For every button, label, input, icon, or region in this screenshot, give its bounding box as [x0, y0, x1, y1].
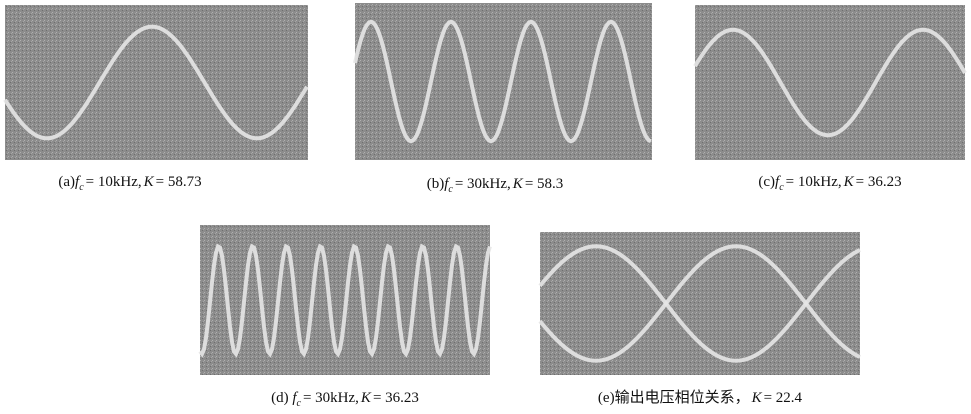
photo-background	[540, 232, 860, 375]
oscilloscope-photo	[540, 232, 860, 375]
caption-frequency: = 30kHz,	[455, 176, 511, 192]
caption-value: = 36.23	[856, 174, 902, 190]
caption-label: (c)	[758, 174, 775, 190]
caption-variable: K	[751, 390, 763, 406]
caption-frequency: = 30kHz,	[303, 390, 359, 406]
caption-label: (d)	[271, 390, 292, 406]
figure: (a)fc= 10kHz,K= 58.73 (b)fc= 30kHz,K= 58.…	[0, 0, 971, 414]
caption-subscript: c	[448, 184, 453, 195]
oscilloscope-photo	[695, 5, 965, 160]
caption-variable: K	[143, 174, 155, 190]
caption-label: (e)输出电压相位关系，	[598, 389, 750, 406]
caption-subscript: c	[779, 182, 784, 193]
caption-variable: K	[360, 390, 372, 406]
caption: (a)fc= 10kHz,K= 58.73	[58, 174, 201, 193]
caption-subscript: c	[297, 398, 302, 409]
caption: (c)fc= 10kHz,K= 36.23	[758, 174, 901, 193]
caption: (b)fc= 30kHz,K= 58.3	[427, 176, 564, 195]
caption-variable: K	[512, 176, 524, 192]
caption-variable: K	[843, 174, 855, 190]
caption-frequency: = 10kHz,	[86, 174, 142, 190]
caption-value: = 36.23	[373, 390, 419, 406]
oscilloscope-photo	[200, 225, 490, 375]
caption-value: = 22.4	[764, 390, 803, 406]
caption-label: (a)	[58, 174, 75, 190]
caption: (d) fc= 30kHz,K= 36.23	[271, 390, 419, 409]
caption-label: (b)	[427, 176, 445, 192]
caption-value: = 58.73	[156, 174, 202, 190]
caption-frequency: = 10kHz,	[786, 174, 842, 190]
oscilloscope-photo	[355, 3, 652, 160]
oscilloscope-photo	[5, 5, 308, 160]
caption: (e)输出电压相位关系，K= 22.4	[598, 389, 803, 406]
caption-value: = 58.3	[525, 176, 563, 192]
caption-subscript: c	[79, 182, 84, 193]
